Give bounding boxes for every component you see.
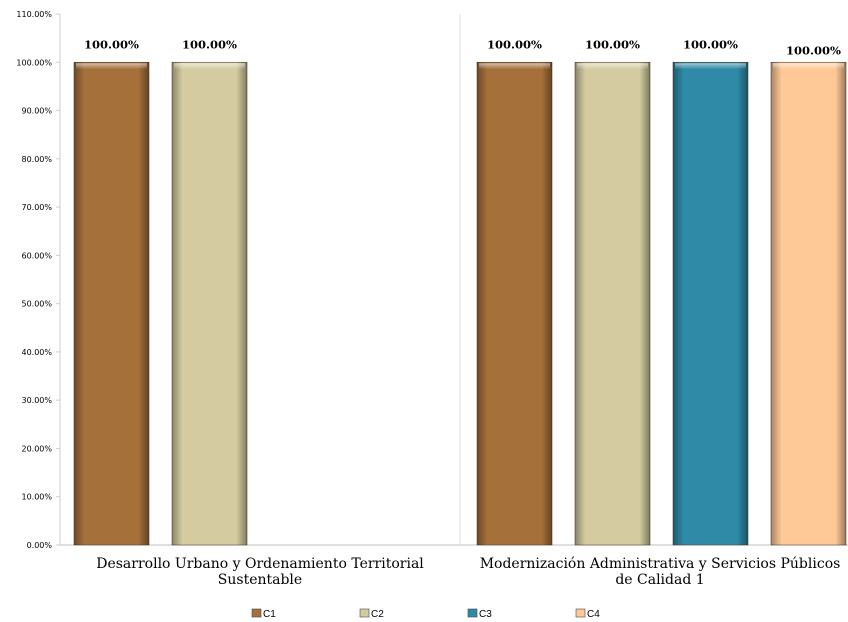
category-label: Modernización Administrativa y Servicios…	[480, 556, 841, 572]
y-tick-label: 110.00%	[16, 10, 52, 19]
bar-highlight	[479, 63, 550, 70]
data-label: 100.00%	[585, 37, 640, 51]
y-tick-label: 80.00%	[21, 155, 52, 164]
legend-swatch	[575, 608, 586, 618]
bar-c1-cat1	[73, 61, 150, 546]
data-label: 100.00%	[683, 37, 738, 51]
legend-label: C2	[371, 609, 384, 620]
bar-highlight	[675, 63, 746, 70]
plot-area: 0.00% 10.00% 20.00% 30.00% 40.00% 50.00% 60.00…	[16, 10, 848, 620]
y-tick-label: 20.00%	[21, 444, 52, 453]
y-tick-label: 100.00%	[16, 58, 52, 67]
bar-c3-cat2	[672, 61, 749, 546]
bar-shading	[673, 62, 748, 545]
legend-swatch	[359, 608, 370, 618]
bar-highlight	[174, 63, 245, 70]
bar-c1-cat2	[476, 61, 553, 546]
legend-swatch	[251, 608, 262, 618]
bar-shading	[74, 62, 149, 545]
y-tick-label: 90.00%	[21, 107, 52, 116]
data-label: 100.00%	[182, 37, 237, 51]
y-tick-label: 40.00%	[21, 348, 52, 357]
category-label: de Calidad 1	[615, 572, 704, 588]
legend-item-c1: C1	[251, 608, 276, 620]
category-label: Desarrollo Urbano y Ordenamiento Territo…	[96, 556, 424, 572]
data-label: 100.00%	[786, 43, 841, 57]
legend-item-c4: C4	[575, 608, 600, 620]
legend-item-c2: C2	[359, 608, 384, 620]
y-tick-label: 0.00%	[27, 541, 53, 550]
bar-highlight	[773, 63, 844, 70]
y-tick-label: 50.00%	[21, 300, 52, 309]
legend-label: C3	[479, 609, 492, 620]
data-label: 100.00%	[487, 37, 542, 51]
bar-shading	[477, 62, 552, 545]
legend-swatch	[467, 608, 478, 618]
legend-label: C4	[587, 609, 600, 620]
y-tick-label: 30.00%	[21, 396, 52, 405]
bar-c2-cat1	[171, 61, 248, 546]
y-tick-label: 70.00%	[21, 203, 52, 212]
bar-shading	[172, 62, 247, 545]
bar-highlight	[577, 63, 648, 70]
legend-label: C1	[263, 609, 276, 620]
bar-highlight	[76, 63, 147, 70]
y-tick-label: 10.00%	[21, 493, 52, 502]
data-label: 100.00%	[84, 37, 139, 51]
y-tick-label: 60.00%	[21, 251, 52, 260]
bar-shading	[771, 62, 846, 545]
legend-item-c3: C3	[467, 608, 492, 620]
category-label: Sustentable	[218, 572, 302, 588]
bar-shading	[575, 62, 650, 545]
bar-c2-cat2	[574, 61, 651, 546]
bar-c4-cat2	[770, 61, 847, 546]
